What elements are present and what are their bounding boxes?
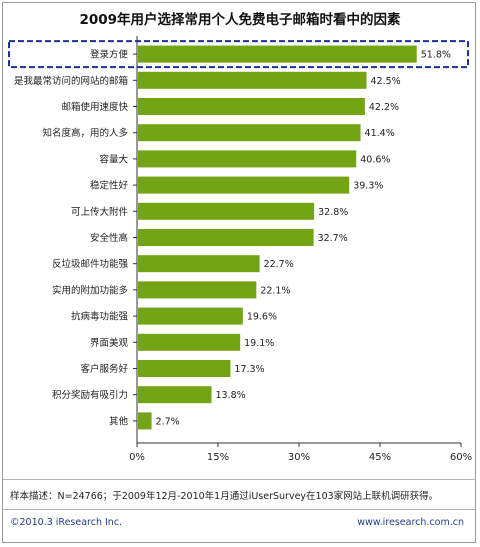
category-label: 登录方便 — [90, 49, 129, 61]
data-label: 2.7% — [156, 416, 180, 427]
category-label: 邮箱使用速度快 — [61, 101, 128, 113]
chart-frame — [2, 2, 476, 543]
data-label: 22.7% — [264, 259, 294, 270]
category-label: 稳定性好 — [90, 180, 129, 192]
data-label: 32.7% — [318, 233, 348, 244]
bar — [138, 360, 231, 377]
category-label: 反垃圾邮件功能强 — [52, 258, 129, 270]
data-label: 41.4% — [365, 128, 395, 139]
bar — [138, 333, 241, 351]
data-label: 40.6% — [360, 154, 390, 165]
category-label: 其他 — [109, 415, 129, 427]
chart-title: 2009年用户选择常用个人免费电子邮箱时看中的因素 — [79, 12, 401, 28]
category-label: 知名度高，用的人多 — [42, 127, 128, 139]
divider-bottom — [3, 509, 475, 510]
bar — [138, 229, 314, 246]
category-label: 积分奖励有吸引力 — [52, 389, 128, 401]
bar — [138, 386, 212, 404]
bar — [138, 255, 260, 273]
bar-chart: 0% 15% 30% 45% 60% 登录方便 51.8% 是我最常访问的网站的邮箱 42.5%… — [8, 36, 472, 463]
bar — [138, 281, 257, 299]
bar — [138, 71, 367, 89]
x-tick-label: 60% — [450, 452, 472, 463]
bar — [138, 98, 365, 115]
category-label: 界面美观 — [90, 337, 129, 349]
data-label: 42.5% — [371, 76, 401, 87]
category-label: 抗病毒功能强 — [71, 311, 129, 323]
bar — [138, 412, 152, 430]
data-label: 13.8% — [216, 390, 246, 401]
category-label: 是我最常访问的网站的邮箱 — [14, 75, 128, 87]
x-tick-label: 45% — [369, 452, 391, 463]
category-label: 安全性高 — [90, 232, 128, 244]
bar — [138, 124, 361, 142]
x-tick-label: 30% — [288, 452, 310, 463]
data-label: 17.3% — [234, 364, 264, 375]
bar — [138, 45, 417, 63]
category-label: 实用的附加功能多 — [52, 284, 128, 296]
data-label: 19.1% — [244, 338, 274, 349]
data-label: 22.1% — [260, 285, 290, 296]
category-label: 可上传大附件 — [71, 206, 129, 218]
divider-top — [3, 479, 475, 480]
bar — [138, 202, 315, 220]
data-label: 42.2% — [369, 102, 399, 113]
sample-note: 样本描述：N=24766；于2009年12月-2010年1月通过iUserSur… — [10, 491, 439, 502]
data-label: 32.8% — [318, 207, 348, 218]
copyright-text: ©2010.3 iResearch Inc. — [10, 517, 123, 528]
data-label: 51.8% — [421, 50, 451, 61]
category-label: 容量大 — [99, 153, 128, 165]
data-label: 39.3% — [353, 181, 383, 192]
category-label: 客户服务好 — [80, 363, 128, 375]
data-label: 19.6% — [247, 312, 277, 323]
website-link[interactable]: www.iresearch.com.cn — [357, 517, 464, 528]
x-tick-label: 15% — [207, 452, 229, 463]
x-tick-label: 0% — [129, 452, 145, 463]
bar — [138, 307, 243, 325]
bar — [138, 150, 357, 168]
bar — [138, 176, 350, 194]
highlight-box — [8, 40, 469, 69]
